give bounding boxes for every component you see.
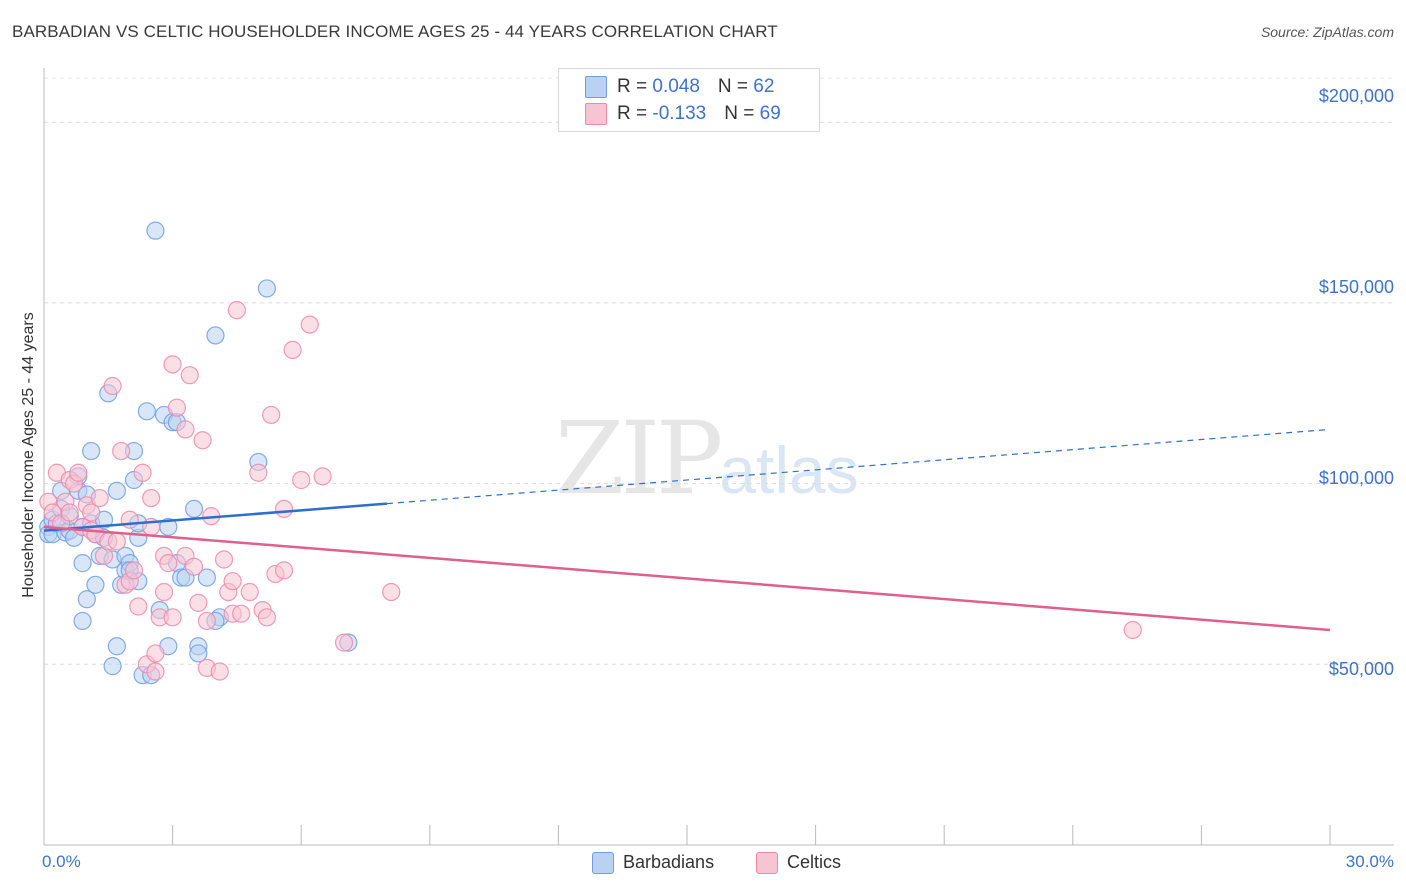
n-value: 62: [753, 76, 775, 97]
legend-label-barbadians: Barbadians: [623, 852, 715, 872]
point-celtics-37: [176, 420, 195, 439]
point-celtics-8: [69, 463, 88, 482]
point-celtics-19: [112, 441, 131, 461]
point-celtics-60: [274, 499, 294, 519]
legend-stats-barbadians: R = 0.048 N = 62: [617, 76, 774, 98]
point-barbadians-27: [103, 657, 122, 676]
correlation-legend: R = 0.048 N = 62 R = -0.133 N = 69: [558, 68, 820, 132]
point-celtics-65: [334, 633, 354, 652]
point-celtics-67: [1123, 620, 1142, 640]
legend-swatch-blue: [585, 76, 607, 98]
legend-stats-celtics: R = -0.133 N = 69: [617, 103, 781, 125]
point-barbadians-41: [137, 402, 156, 421]
point-celtics-34: [163, 355, 182, 374]
point-barbadians-19: [82, 441, 101, 461]
point-celtics-36: [167, 398, 186, 417]
trend-line-celtics: [43, 525, 1331, 632]
point-celtics-43: [197, 611, 216, 631]
point-celtics-47: [214, 550, 234, 569]
chart-title: BARBADIAN VS CELTIC HOUSEHOLDER INCOME A…: [12, 22, 778, 41]
point-barbadians-61: [257, 279, 277, 298]
point-celtics-11: [82, 503, 101, 522]
point-celtics-40: [184, 557, 204, 576]
point-celtics-17: [103, 376, 122, 396]
trend-line-barbadians-extension: [386, 428, 1331, 505]
point-celtics-24: [129, 597, 148, 616]
point-barbadians-14: [73, 554, 92, 573]
point-celtics-59: [274, 561, 294, 580]
point-barbadians-29: [107, 637, 126, 656]
point-celtics-46: [210, 662, 229, 681]
point-celtics-14: [90, 488, 109, 508]
y-tick-label-200000: $200,000: [1318, 86, 1394, 106]
point-celtics-63: [300, 315, 319, 334]
trend-line-barbadians: [43, 502, 388, 532]
legend-swatch-pink: [585, 103, 607, 125]
n-label: N =: [724, 103, 760, 124]
point-celtics-54: [249, 463, 268, 482]
point-barbadians-15: [73, 611, 92, 631]
point-celtics-57: [262, 405, 281, 425]
watermark-zip: ZIP: [555, 400, 723, 517]
point-celtics-62: [292, 470, 311, 490]
point-celtics-30: [146, 662, 165, 681]
point-celtics-68: [159, 554, 178, 573]
point-celtics-49: [223, 572, 242, 591]
r-value: 0.048: [652, 76, 700, 97]
point-barbadians-17: [77, 590, 96, 609]
n-value: 69: [759, 103, 781, 124]
point-celtics-64: [313, 467, 332, 486]
point-celtics-41: [189, 593, 208, 612]
legend-swatch-blue: [592, 852, 614, 874]
x-tick-label-max: 30.0%: [1345, 852, 1394, 871]
r-label: R =: [617, 76, 653, 97]
watermark: ZIPatlas: [555, 400, 859, 517]
point-barbadians-28: [107, 481, 126, 500]
n-label: N =: [717, 76, 754, 97]
point-celtics-27: [142, 488, 161, 508]
point-barbadians-21: [86, 575, 105, 594]
point-celtics-25: [133, 463, 152, 482]
series-legend: Barbadians Celtics: [0, 851, 1406, 877]
point-barbadians-43: [146, 221, 165, 240]
x-tick-label-min: 0.0%: [42, 852, 81, 871]
point-celtics-23: [124, 561, 144, 580]
watermark-atlas: atlas: [719, 433, 859, 507]
y-tick-label-150000: $150,000: [1318, 277, 1394, 297]
point-celtics-33: [154, 582, 174, 602]
point-celtics-56: [257, 608, 277, 627]
point-celtics-42: [193, 431, 212, 450]
point-celtics-29: [146, 644, 165, 663]
point-celtics-66: [382, 582, 401, 602]
source-credit: Source: ZipAtlas.com: [1260, 24, 1394, 40]
point-celtics-18: [107, 532, 126, 551]
legend-label-celtics: Celtics: [787, 852, 842, 872]
point-barbadians-57: [206, 326, 225, 345]
point-celtics-22: [120, 510, 139, 529]
point-celtics-51: [227, 301, 246, 320]
point-celtics-35: [163, 608, 182, 627]
r-value: -0.133: [652, 103, 707, 124]
legend-swatch-pink: [756, 852, 778, 874]
point-barbadians-56: [197, 568, 216, 587]
y-tick-label-50000: $50,000: [1328, 659, 1394, 679]
point-celtics-53: [240, 582, 259, 602]
y-axis-label: Householder Income Ages 25 - 44 years: [20, 312, 37, 598]
point-celtics-39: [180, 366, 199, 385]
point-celtics-5: [60, 503, 79, 522]
r-label: R =: [617, 103, 653, 124]
point-celtics-52: [232, 604, 251, 623]
point-celtics-61: [283, 340, 302, 359]
y-tick-label-100000: $100,000: [1318, 468, 1394, 488]
point-barbadians-55: [189, 644, 208, 663]
point-barbadians-53: [184, 499, 204, 519]
